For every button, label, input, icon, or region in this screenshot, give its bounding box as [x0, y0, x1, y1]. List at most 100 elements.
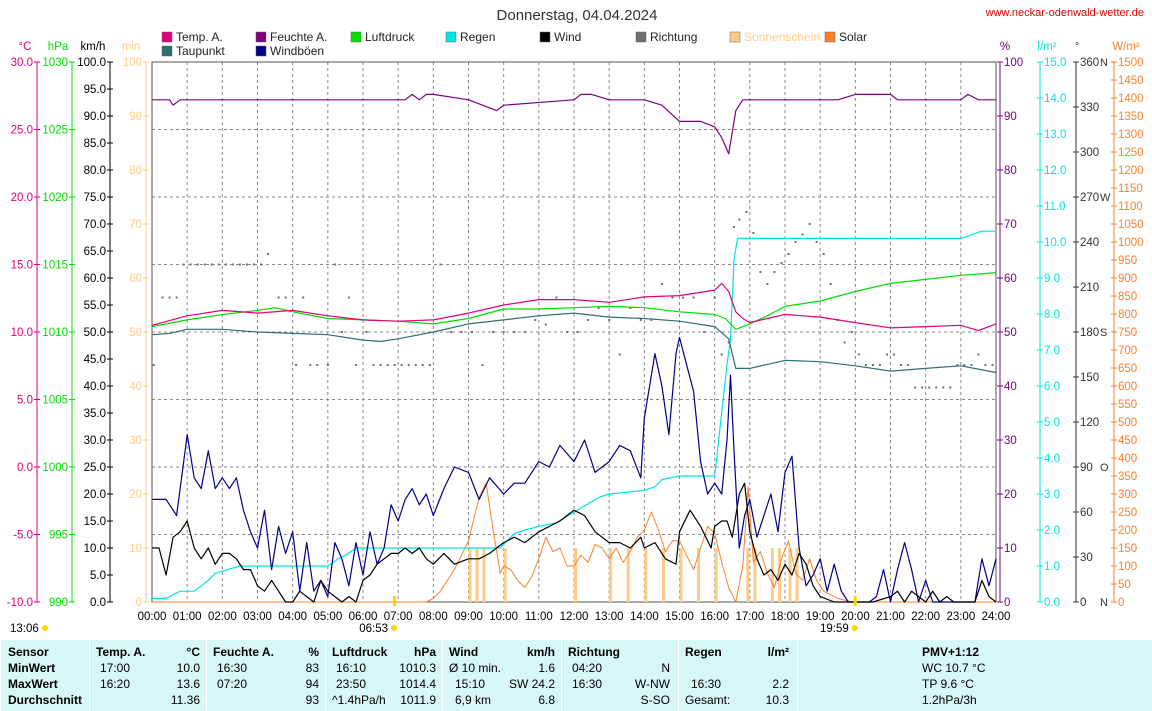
- rain-tick-label: 0.0: [1044, 597, 1060, 609]
- solar-tick-label: 700: [1118, 345, 1137, 357]
- pressure-min-time: 16:10: [336, 661, 367, 675]
- sunshine-bar: [482, 548, 486, 602]
- direction-point: [203, 263, 206, 266]
- direction-letter: O: [1100, 462, 1109, 474]
- temp-max: 13.6: [176, 677, 200, 691]
- legend-swatch: [161, 45, 173, 57]
- sensor-column: Sensor MinWert MaxWert Durchschnitt: [0, 640, 89, 711]
- temp-avg: 11.36: [170, 693, 200, 707]
- x-tick-label: 14:00: [630, 611, 659, 623]
- temp-tick-label: -5.0: [13, 530, 33, 542]
- temp-tick-label: 30.0: [11, 57, 33, 69]
- sunshine-bar: [661, 548, 665, 602]
- direction-point: [189, 263, 192, 266]
- direction-letter: W: [1100, 192, 1111, 204]
- row-label-min: MinWert: [8, 661, 56, 675]
- wind-run: 6,9 km: [455, 693, 492, 707]
- direction-point: [745, 211, 748, 213]
- x-tick-label: 20:00: [841, 611, 870, 623]
- legend-label: Richtung: [650, 30, 697, 44]
- sunshine-bar: [697, 548, 701, 602]
- pressure-max-time: 23:50: [336, 677, 367, 691]
- wind-tick-label: 30.0: [84, 435, 106, 447]
- x-tick-label: 23:00: [946, 611, 975, 623]
- wind-tick-label: 25.0: [84, 462, 106, 474]
- solar-tick-label: 0: [1118, 597, 1124, 609]
- x-tick-label: 16:00: [700, 611, 729, 623]
- direction-point: [182, 263, 185, 266]
- direction-point: [956, 364, 959, 366]
- direction-point: [196, 263, 199, 266]
- legend-swatch: [824, 31, 836, 43]
- wind-column: Wind km/h Ø 10 min. 1.6 15:10 SW 24.2 6,…: [442, 640, 561, 711]
- humidity-avg: 93: [305, 693, 319, 707]
- pressure-tick-label: 1025: [42, 125, 68, 137]
- direction-point: [460, 331, 463, 333]
- direction-point: [808, 223, 811, 225]
- humidity-unit: %: [308, 645, 319, 659]
- time-markers: 06:53 19:59 13:06: [10, 596, 858, 635]
- legend-label: Solar: [839, 30, 867, 44]
- direction-letter: N: [1100, 597, 1108, 609]
- x-tick-label: 15:00: [665, 611, 694, 623]
- rain-tick-label: 15.0: [1044, 57, 1066, 69]
- direction-point: [871, 364, 874, 366]
- pressure-header: Luftdruck: [332, 645, 388, 659]
- rain-max-time: 16:30: [691, 677, 722, 691]
- wind-tick-label: 20.0: [84, 489, 106, 501]
- sun-tick-label: 100: [123, 57, 142, 69]
- wind-tick-label: 85.0: [84, 138, 106, 150]
- temp-tick-label: 20.0: [11, 192, 33, 204]
- x-tick-label: 06:00: [349, 611, 378, 623]
- pressure-tick-label: 990: [49, 597, 68, 609]
- direction-point: [152, 364, 155, 366]
- rain-total-label: Gesamt:: [685, 693, 731, 707]
- solar-tick-label: 450: [1118, 435, 1137, 447]
- x-tick-label: 22:00: [911, 611, 940, 623]
- humidity-tick-label: 0: [1004, 597, 1010, 609]
- wind-max-time: 15:10: [455, 677, 486, 691]
- temp-tick-label: 0.0: [17, 462, 33, 474]
- sun-tick-label: 70: [129, 219, 142, 231]
- row-label-max: MaxWert: [8, 677, 58, 691]
- wind-tick-label: 10.0: [84, 543, 106, 555]
- sunset-marker: [853, 596, 857, 606]
- solar-tick-label: 1300: [1118, 129, 1144, 141]
- site-url[interactable]: www.neckar-odenwald-wetter.de: [985, 7, 1144, 19]
- humidity-tick-label: 100: [1004, 57, 1023, 69]
- sun-tick-label: 40: [129, 381, 142, 393]
- legend-label: Taupunkt: [176, 44, 225, 58]
- grid: [151, 61, 997, 603]
- pmv-windchill: WC 10.7 °C: [922, 661, 986, 675]
- solar-tick-label: 400: [1118, 453, 1137, 465]
- direction-point: [759, 271, 762, 273]
- sun-icon: [391, 625, 398, 631]
- direction-header: Richtung: [568, 645, 620, 659]
- sunshine-bar: [770, 548, 774, 602]
- solar-tick-label: 1100: [1118, 201, 1143, 213]
- sun-tick-label: 50: [129, 327, 142, 339]
- temp-tick-label: 5.0: [17, 395, 33, 407]
- direction-point: [471, 331, 474, 333]
- direction-point: [365, 331, 368, 333]
- humidity-unit-label: %: [1000, 41, 1010, 53]
- wind-unit: km/h: [526, 645, 555, 659]
- direction-point: [727, 341, 730, 344]
- direction-point: [850, 331, 853, 333]
- solar-tick-label: 200: [1118, 525, 1137, 537]
- direction-point: [534, 319, 537, 321]
- sun-unit-label: min: [122, 41, 141, 53]
- direction-point: [175, 296, 178, 299]
- direction-tick-label: 120: [1080, 417, 1099, 429]
- direction-point: [386, 364, 389, 366]
- direction-avg: S-SO: [640, 693, 670, 707]
- legend-label: Luftdruck: [365, 30, 415, 44]
- direction-point: [942, 386, 945, 389]
- direction-point: [439, 263, 442, 266]
- rain-unit: l/m²: [767, 645, 789, 659]
- temp-unit: °C: [186, 645, 200, 659]
- solar-tick-label: 1200: [1118, 165, 1144, 177]
- direction-point: [629, 307, 632, 309]
- humidity-column: Feuchte A. % 16:30 83 07:20 94 93: [206, 640, 325, 711]
- direction-tick-label: 30: [1080, 552, 1093, 564]
